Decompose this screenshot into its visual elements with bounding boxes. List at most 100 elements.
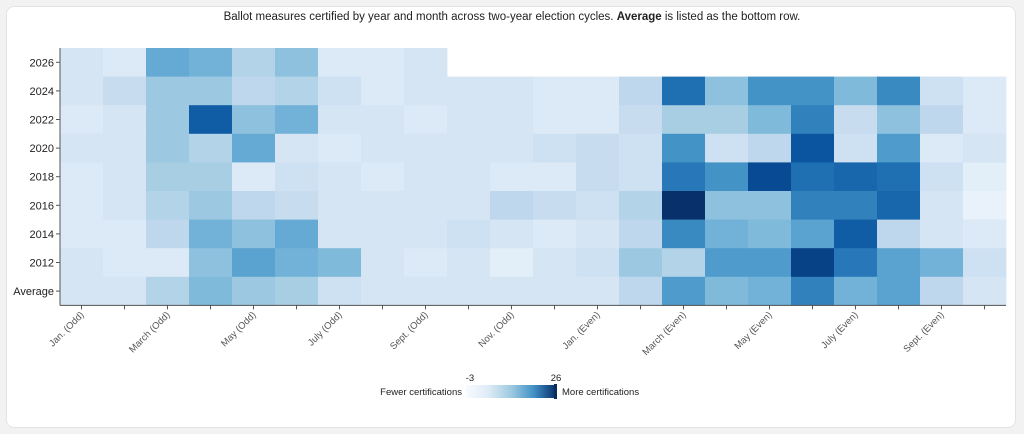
- heatmap-cell: [60, 162, 104, 192]
- heatmap-cell: [705, 219, 749, 249]
- heatmap-cell: [963, 219, 1007, 249]
- heatmap-cell: [490, 76, 534, 106]
- heatmap-cell: [490, 133, 534, 163]
- legend-marker: [554, 384, 557, 399]
- heatmap-cell: [361, 219, 405, 249]
- heatmap-cell: [361, 133, 405, 163]
- heatmap-cell: [189, 162, 233, 192]
- y-tick-label: 2020: [30, 143, 54, 155]
- heatmap-cell: [189, 191, 233, 220]
- title-main: Ballot measures certified by year and mo…: [223, 11, 614, 23]
- heatmap-cell: [748, 133, 792, 163]
- y-tick-label: 2012: [30, 258, 54, 270]
- heatmap-cell: [318, 48, 362, 77]
- heatmap-cell: [920, 248, 964, 278]
- heatmap-cell: [146, 105, 190, 135]
- x-axis: Jan. (Odd) March (Odd) May (Odd) July (Odd)…: [47, 304, 1006, 358]
- heatmap-cell: [920, 191, 964, 220]
- heatmap-cell: [662, 276, 706, 306]
- heatmap-cell: [791, 105, 835, 135]
- heatmap-cell: [60, 76, 104, 106]
- heatmap-cell: [963, 276, 1007, 306]
- heatmap-cell: [791, 219, 835, 249]
- heatmap-cell: [318, 219, 362, 249]
- heatmap-cell: [189, 76, 233, 106]
- heatmap-cell: [834, 248, 878, 278]
- heatmap-cell: [189, 276, 233, 306]
- heatmap-cell: [576, 105, 620, 135]
- heatmap-cell: [791, 162, 835, 192]
- heatmap-cell: [490, 248, 534, 278]
- heatmap-cell: [533, 76, 577, 106]
- heatmap-cell: [447, 191, 491, 220]
- heatmap-cell: [576, 276, 620, 306]
- chart-title: Ballot measures certified by year and mo…: [0, 11, 1024, 23]
- heatmap-cell: [103, 162, 147, 192]
- x-tick-label: July (Even): [819, 310, 860, 351]
- heatmap-cells: [60, 48, 1007, 306]
- heatmap-cell: [361, 48, 405, 77]
- heatmap-cell: [791, 133, 835, 163]
- heatmap-cell: [447, 133, 491, 163]
- heatmap-cell: [404, 162, 448, 192]
- heatmap-cell: [361, 76, 405, 106]
- heatmap-cell: [404, 133, 448, 163]
- heatmap-cell: [963, 133, 1007, 163]
- heatmap-cell: [920, 105, 964, 135]
- heatmap-cell: [146, 248, 190, 278]
- heatmap-cell: [748, 105, 792, 135]
- heatmap-cell: [146, 76, 190, 106]
- heatmap-cell: [361, 105, 405, 135]
- heatmap-cell: [748, 76, 792, 106]
- x-tick-label: March (Odd): [127, 310, 172, 355]
- heatmap-cell: [361, 276, 405, 306]
- heatmap-cell: [920, 276, 964, 306]
- legend-left-text: Fewer certifications: [380, 387, 462, 398]
- heatmap-cell: [576, 219, 620, 249]
- heatmap-cell: [404, 48, 448, 77]
- heatmap-cell: [361, 162, 405, 192]
- heatmap-cell: [60, 105, 104, 135]
- heatmap-cell: [103, 133, 147, 163]
- heatmap-cell: [619, 162, 663, 192]
- heatmap-cell: [232, 248, 276, 278]
- heatmap-cell: [232, 191, 276, 220]
- heatmap-cell: [232, 76, 276, 106]
- heatmap-cell: [748, 276, 792, 306]
- heatmap-cell: [705, 162, 749, 192]
- heatmap-cell: [748, 162, 792, 192]
- heatmap-cell: [146, 276, 190, 306]
- heatmap-cell: [576, 248, 620, 278]
- heatmap-cell: [705, 76, 749, 106]
- heatmap-cell: [404, 105, 448, 135]
- heatmap-cell: [275, 48, 319, 77]
- heatmap-cell: [834, 162, 878, 192]
- heatmap-cell: [533, 276, 577, 306]
- heatmap-cell: [705, 191, 749, 220]
- heatmap-cell: [232, 105, 276, 135]
- heatmap-cell: [103, 248, 147, 278]
- heatmap-cell: [705, 133, 749, 163]
- heatmap-cell: [146, 162, 190, 192]
- heatmap-cell: [275, 162, 319, 192]
- heatmap-cell: [60, 133, 104, 163]
- heatmap-cell: [834, 133, 878, 163]
- heatmap-cell: [275, 248, 319, 278]
- heatmap-cell: [705, 248, 749, 278]
- heatmap-cell: [619, 105, 663, 135]
- x-tick-label: Sept. (Even): [901, 310, 946, 355]
- y-tick-label: Average: [13, 286, 54, 298]
- heatmap-cell: [60, 191, 104, 220]
- heatmap-cell: [275, 105, 319, 135]
- heatmap-cell: [232, 133, 276, 163]
- heatmap-cell: [232, 219, 276, 249]
- heatmap-cell: [447, 162, 491, 192]
- heatmap-cell: [533, 105, 577, 135]
- heatmap-cell: [490, 105, 534, 135]
- heatmap-cell: [361, 248, 405, 278]
- heatmap-cell: [318, 76, 362, 106]
- heatmap-cell: [490, 276, 534, 306]
- heatmap-cell: [791, 191, 835, 220]
- heatmap-cell: [963, 248, 1007, 278]
- y-tick-label: 2024: [30, 86, 54, 98]
